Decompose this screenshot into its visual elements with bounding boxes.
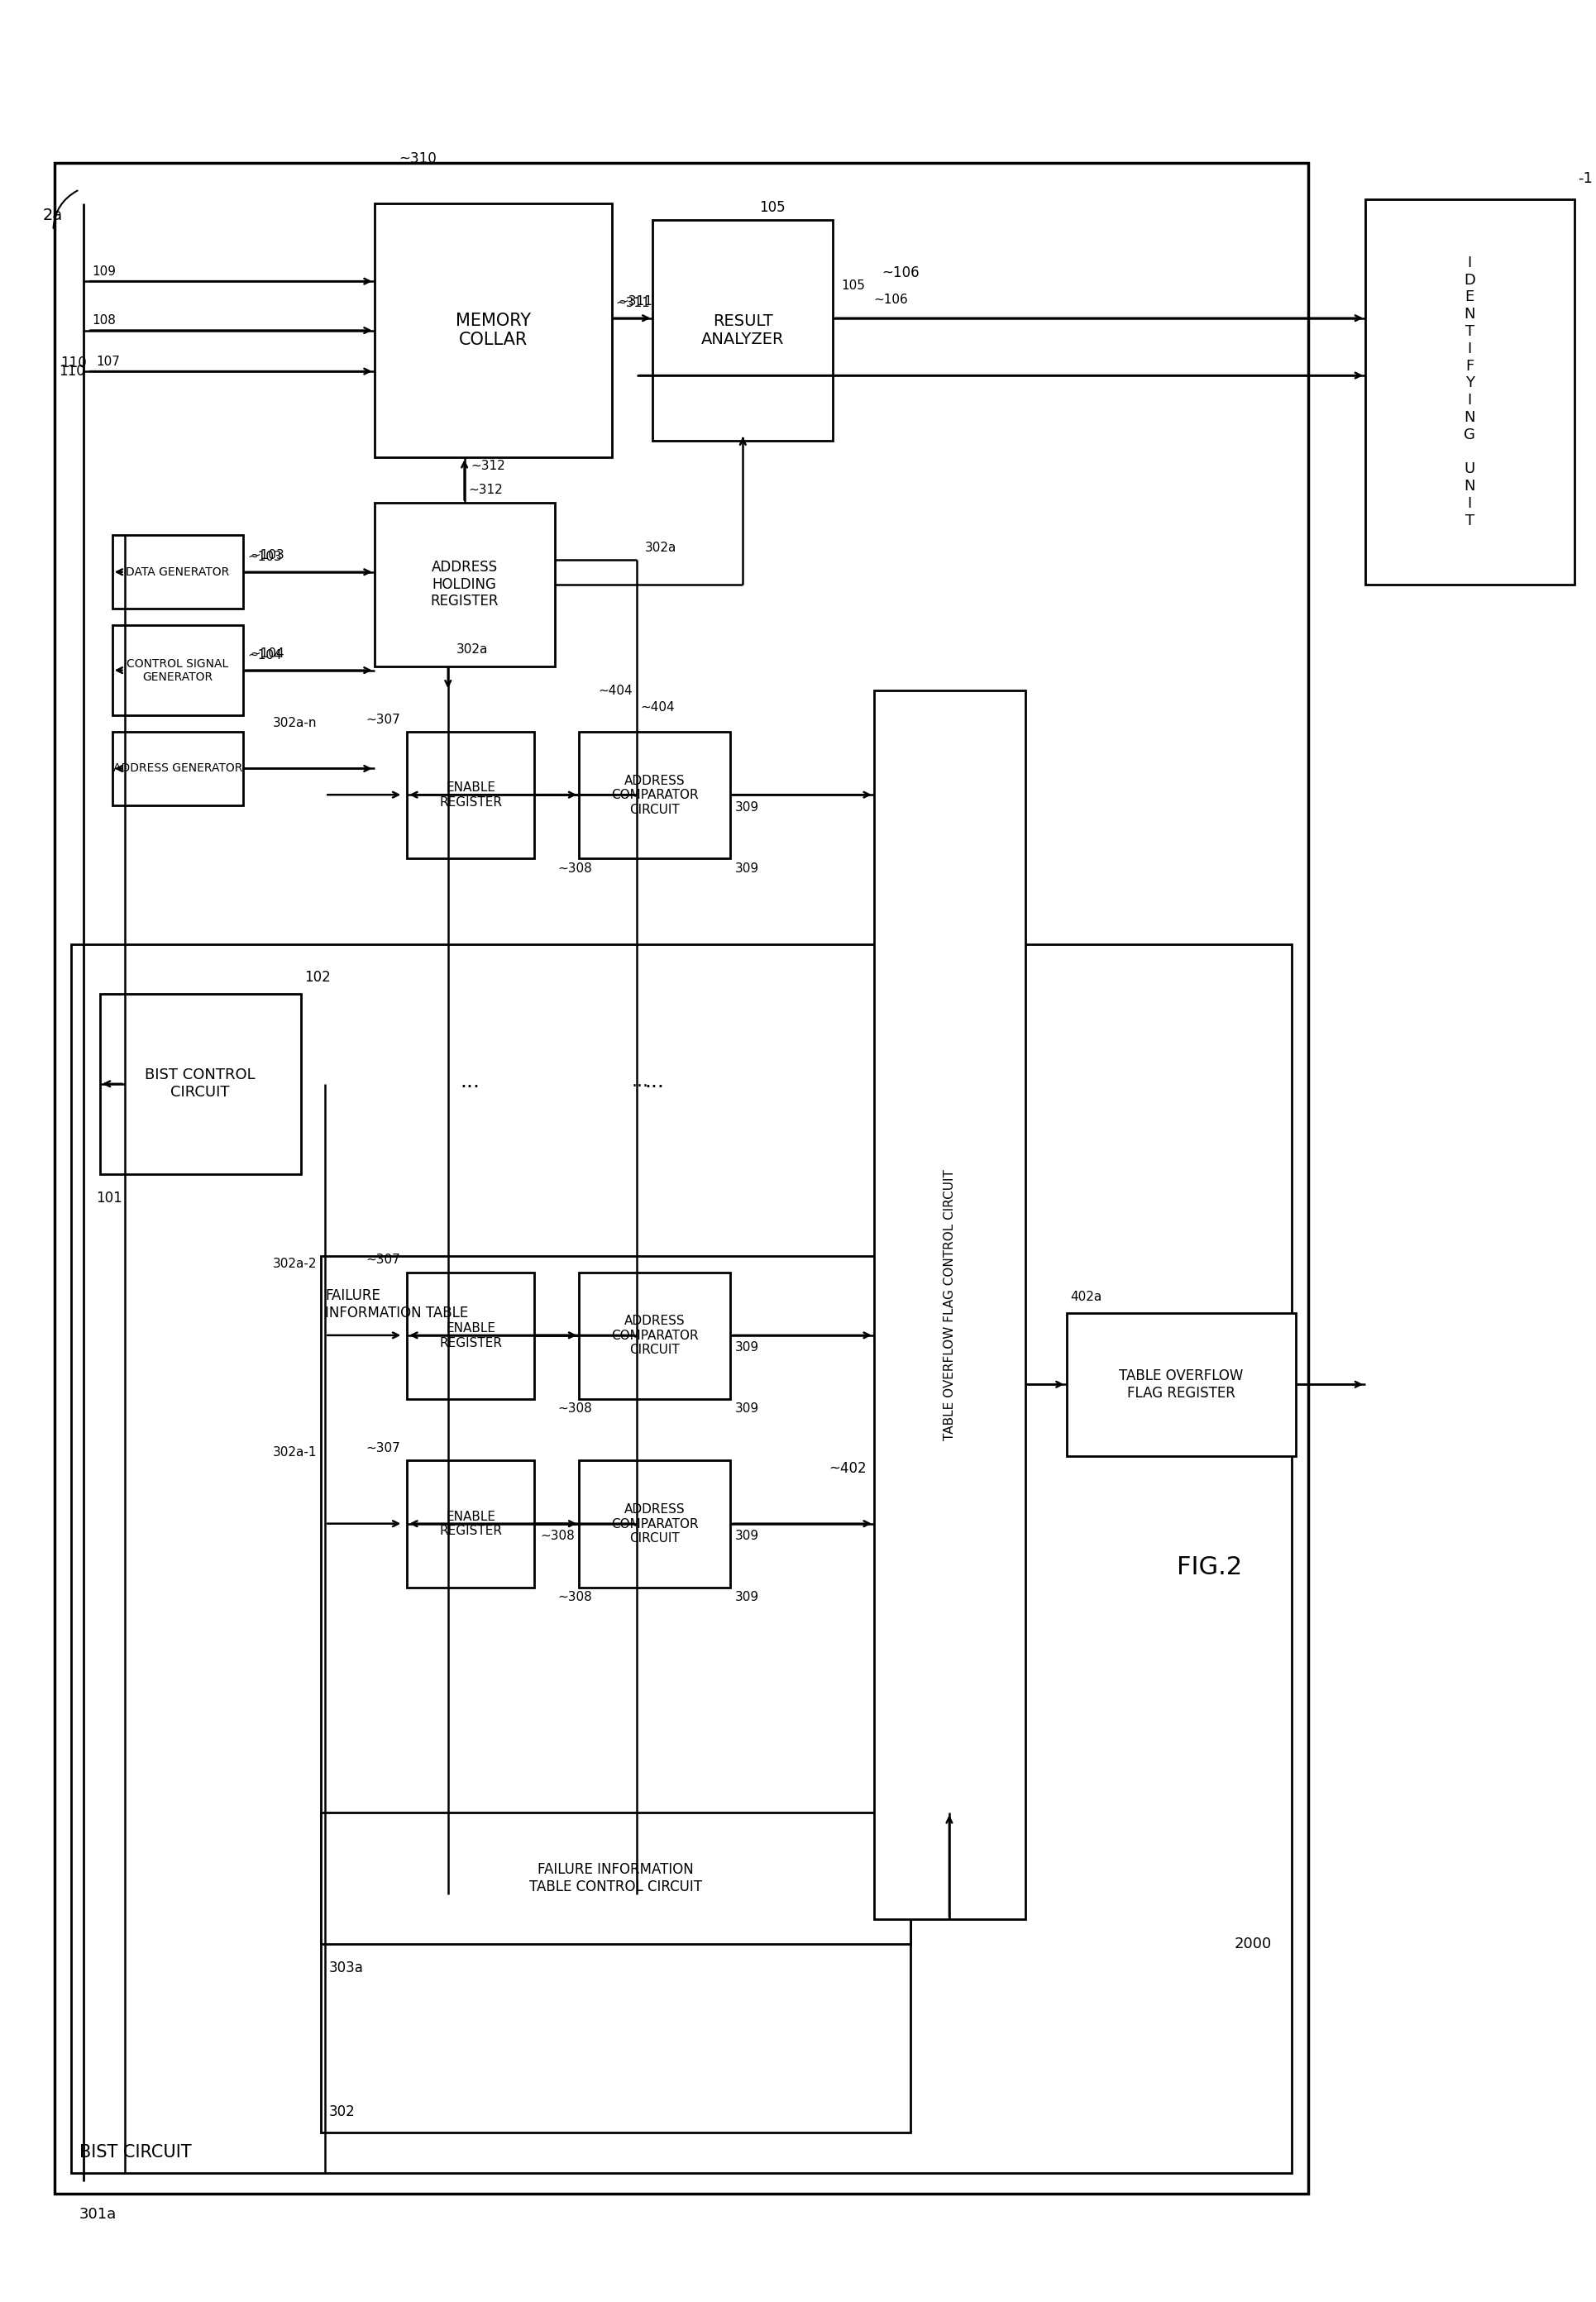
Text: 101: 101 [96,1190,121,1206]
Bar [72,944,1291,2173]
Text: ENABLE
REGISTER: ENABLE REGISTER [439,783,501,808]
Bar [1066,1312,1294,1457]
Text: FIG.2: FIG.2 [1176,1556,1242,1579]
Text: ~310: ~310 [399,152,436,166]
Text: 302: 302 [329,2104,356,2120]
Text: 102: 102 [305,969,330,985]
Bar [112,626,243,716]
Text: ADDRESS
COMPARATOR
CIRCUIT: ADDRESS COMPARATOR CIRCUIT [611,1314,697,1356]
Bar [407,1459,533,1588]
Text: ~308: ~308 [539,1531,575,1542]
Text: RESULT
ANALYZER: RESULT ANALYZER [701,313,784,348]
Text: ~104: ~104 [247,649,281,661]
Bar [407,732,533,859]
Text: DATA GENERATOR: DATA GENERATOR [126,566,230,578]
Text: 109: 109 [91,265,115,279]
Text: ~311: ~311 [616,297,650,308]
Text: ENABLE
REGISTER: ENABLE REGISTER [439,1510,501,1538]
Text: 309: 309 [734,1531,758,1542]
Bar [373,502,554,665]
Text: 105: 105 [841,279,865,292]
Text: 309: 309 [734,801,758,813]
Bar [112,534,243,608]
Text: ENABLE
REGISTER: ENABLE REGISTER [439,1321,501,1349]
Text: 302a: 302a [645,541,677,552]
Text: 302a-2: 302a-2 [273,1257,318,1271]
Bar [54,163,1307,2194]
Text: 108: 108 [91,315,115,327]
Text: 2000: 2000 [1234,1936,1270,1952]
Text: FAILURE
INFORMATION TABLE: FAILURE INFORMATION TABLE [326,1289,468,1321]
Bar [321,1257,910,2132]
Text: ADDRESS
COMPARATOR
CIRCUIT: ADDRESS COMPARATOR CIRCUIT [611,773,697,815]
Text: 110: 110 [61,357,86,371]
Text: ~307: ~307 [365,1255,401,1266]
Text: ~104: ~104 [249,647,284,661]
Text: ~308: ~308 [557,1591,592,1604]
Text: ~308: ~308 [557,863,592,875]
Bar [101,994,300,1174]
Text: ~106: ~106 [873,295,908,306]
Bar [1365,200,1574,585]
Text: BIST CIRCUIT: BIST CIRCUIT [80,2145,192,2162]
Bar [579,1273,731,1400]
Text: ~307: ~307 [365,714,401,725]
Text: 309: 309 [734,1402,758,1416]
Text: BIST CONTROL
CIRCUIT: BIST CONTROL CIRCUIT [145,1068,255,1100]
Text: ~404: ~404 [640,700,675,714]
Text: 309: 309 [734,1342,758,1354]
Text: ADDRESS GENERATOR: ADDRESS GENERATOR [113,762,243,773]
Bar [373,203,611,458]
Bar [653,221,833,442]
Text: 301a: 301a [80,2208,117,2221]
Bar [579,1459,731,1588]
Text: TABLE OVERFLOW FLAG CONTROL CIRCUIT: TABLE OVERFLOW FLAG CONTROL CIRCUIT [943,1169,956,1441]
Text: ...: ... [645,1070,664,1091]
Text: ~307: ~307 [365,1441,401,1455]
Text: 303a: 303a [329,1961,364,1975]
Text: ~103: ~103 [247,550,282,564]
Text: 2a: 2a [43,207,62,223]
Bar [112,732,243,806]
Text: 302a: 302a [456,645,488,656]
Bar [579,732,731,859]
Text: ~308: ~308 [557,1402,592,1416]
Text: ~311: ~311 [618,295,653,308]
Text: ~404: ~404 [597,684,632,698]
Text: ~103: ~103 [249,550,284,562]
Bar [321,1812,910,1943]
Text: CONTROL SIGNAL
GENERATOR: CONTROL SIGNAL GENERATOR [126,658,228,684]
Text: ~312: ~312 [471,460,506,472]
Bar [407,1273,533,1400]
Text: FAILURE INFORMATION
TABLE CONTROL CIRCUIT: FAILURE INFORMATION TABLE CONTROL CIRCUI… [530,1862,702,1895]
Text: TABLE OVERFLOW
FLAG REGISTER: TABLE OVERFLOW FLAG REGISTER [1119,1370,1243,1402]
Text: 302a-1: 302a-1 [273,1446,318,1459]
Text: 110: 110 [59,364,85,380]
Text: 402a: 402a [1069,1291,1101,1303]
Text: ~402: ~402 [828,1462,867,1476]
Text: ...: ... [460,1070,480,1091]
Bar [873,691,1025,1920]
Text: 302a-n: 302a-n [273,718,318,730]
Text: 309: 309 [734,863,758,875]
Text: ADDRESS
COMPARATOR
CIRCUIT: ADDRESS COMPARATOR CIRCUIT [611,1503,697,1545]
Text: I
D
E
N
T
I
F
Y
I
N
G
 
U
N
I
T: I D E N T I F Y I N G U N I T [1464,256,1475,527]
Text: 107: 107 [96,355,120,368]
Text: MEMORY
COLLAR: MEMORY COLLAR [455,313,530,348]
Text: -1: -1 [1577,170,1593,186]
Text: 105: 105 [758,200,785,214]
Text: ~106: ~106 [881,265,919,281]
Text: ADDRESS
HOLDING
REGISTER: ADDRESS HOLDING REGISTER [429,559,498,610]
Text: ~312: ~312 [468,483,503,497]
Text: 309: 309 [734,1591,758,1604]
Text: ...: ... [632,1073,650,1089]
